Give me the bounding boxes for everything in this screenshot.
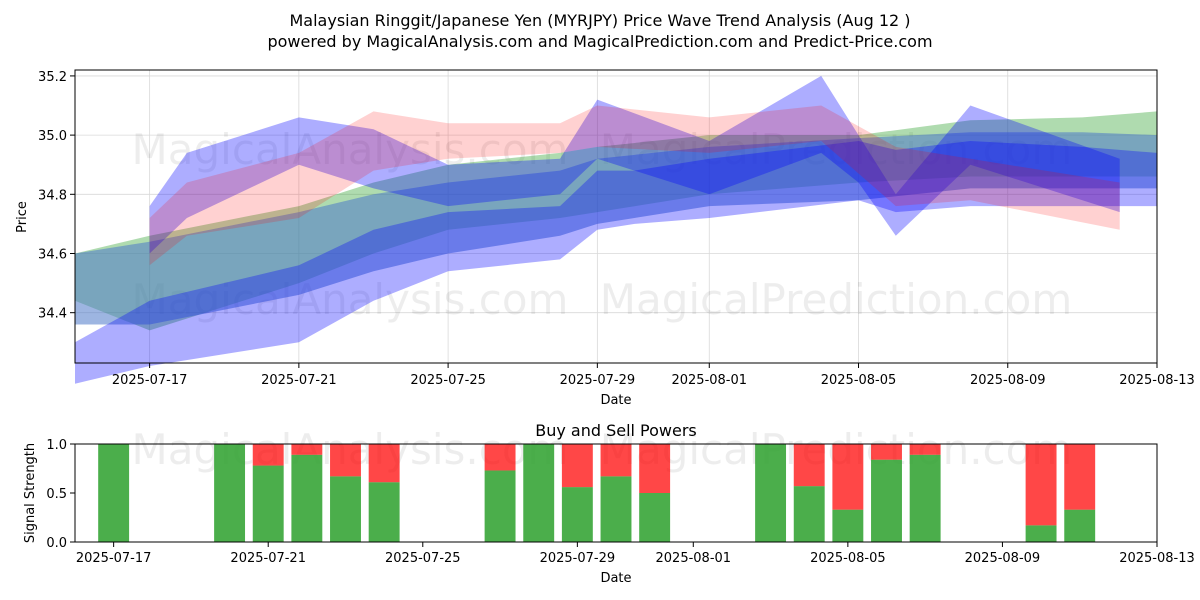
sell-bar xyxy=(484,444,516,471)
price-x-tick-label: 2025-07-17 xyxy=(112,373,188,388)
watermark-text: MagicalPrediction.com xyxy=(600,275,1073,324)
price-y-tick-label: 34.4 xyxy=(38,307,67,322)
buy-bar xyxy=(909,454,941,542)
price-x-tick-label: 2025-08-01 xyxy=(671,373,747,388)
buy-bar xyxy=(214,444,246,542)
sell-bar xyxy=(832,444,864,510)
buy-bar xyxy=(639,493,671,542)
price-x-tick-label: 2025-07-21 xyxy=(261,373,337,388)
buy-sell-chart: Buy and Sell Powers MagicalAnalysis.comM… xyxy=(23,421,1195,586)
sell-bar xyxy=(639,444,671,493)
sell-bar xyxy=(793,444,825,487)
sell-bar xyxy=(1025,444,1057,526)
chart-title: Malaysian Ringgit/Japanese Yen (MYRJPY) … xyxy=(289,11,910,30)
sell-bar xyxy=(561,444,593,488)
buy-bar xyxy=(291,454,323,542)
chart-subtitle: powered by MagicalAnalysis.com and Magic… xyxy=(267,32,932,51)
buy-bar xyxy=(600,476,632,542)
buy-bar xyxy=(484,470,516,542)
buy-sell-y-ticks: 0.0 0.5 1.0 xyxy=(46,438,75,551)
buy-sell-title: Buy and Sell Powers xyxy=(535,421,697,440)
price-y-ticks: 34.4 34.6 34.8 35.0 35.2 xyxy=(38,70,75,322)
buy-sell-x-tick-label: 2025-08-01 xyxy=(656,551,732,566)
price-band-steel-1 xyxy=(75,132,1157,325)
buy-bar xyxy=(330,476,361,542)
buy-bar xyxy=(368,482,400,542)
price-y-axis-label: Price xyxy=(15,201,30,233)
sell-bar xyxy=(909,444,941,455)
buy-sell-y-tick-label: 1.0 xyxy=(46,438,67,453)
price-y-tick-label: 35.0 xyxy=(38,129,67,144)
buy-bar xyxy=(98,444,130,542)
sell-bar xyxy=(252,444,284,466)
buy-sell-y-tick-label: 0.0 xyxy=(46,536,67,551)
price-bands xyxy=(75,75,1157,384)
buy-bar xyxy=(755,444,787,542)
buy-sell-x-tick-label: 2025-08-09 xyxy=(965,551,1041,566)
price-x-ticks: 2025-07-17 2025-07-21 2025-07-25 2025-07-29… xyxy=(112,363,1195,388)
buy-bar xyxy=(832,509,864,542)
buy-bar xyxy=(561,487,593,542)
buy-bar xyxy=(871,459,902,542)
buy-sell-x-tick-label: 2025-08-13 xyxy=(1119,551,1195,566)
sell-bar xyxy=(871,444,902,460)
price-wave-chart: MagicalAnalysis.com MagicalPrediction.com… xyxy=(15,69,1195,408)
price-y-tick-label: 34.8 xyxy=(38,188,67,203)
price-band-blue-3 xyxy=(149,75,1120,254)
buy-sell-x-tick-label: 2025-07-25 xyxy=(385,551,461,566)
watermark-text: MagicalAnalysis.com xyxy=(132,125,569,174)
sell-bar xyxy=(291,444,323,455)
price-x-tick-label: 2025-07-25 xyxy=(410,373,486,388)
sell-bar xyxy=(368,444,400,483)
price-x-tick-label: 2025-08-13 xyxy=(1119,373,1195,388)
price-band-blue-2 xyxy=(75,141,1157,384)
buy-sell-y-axis-label: Signal Strength xyxy=(23,443,38,543)
price-y-tick-label: 34.6 xyxy=(38,247,67,262)
buy-sell-x-axis-label: Date xyxy=(600,571,631,586)
price-x-tick-label: 2025-07-29 xyxy=(560,373,636,388)
buy-bar xyxy=(793,486,825,542)
buy-bar xyxy=(1064,509,1096,542)
buy-sell-x-tick-label: 2025-07-29 xyxy=(540,551,616,566)
price-x-tick-label: 2025-08-05 xyxy=(821,373,897,388)
buy-sell-bars xyxy=(98,444,1096,542)
buy-sell-x-tick-label: 2025-07-17 xyxy=(76,551,152,566)
price-y-tick-label: 35.2 xyxy=(38,70,67,85)
sell-bar xyxy=(1064,444,1096,510)
buy-sell-y-tick-label: 0.5 xyxy=(46,487,67,502)
buy-bar xyxy=(252,465,284,542)
buy-bar xyxy=(523,444,555,542)
buy-bar xyxy=(1025,525,1057,542)
buy-sell-x-tick-label: 2025-07-21 xyxy=(230,551,306,566)
price-band-red-4 xyxy=(149,105,1120,266)
price-plot-frame xyxy=(74,69,1158,364)
price-x-axis-label: Date xyxy=(600,393,631,408)
buy-sell-x-tick-label: 2025-08-05 xyxy=(810,551,886,566)
sell-bar xyxy=(330,444,361,477)
price-x-tick-label: 2025-08-09 xyxy=(970,373,1046,388)
buy-sell-x-ticks: 2025-07-17 2025-07-21 2025-07-25 2025-07-29… xyxy=(76,542,1195,566)
sell-bar xyxy=(600,444,632,477)
